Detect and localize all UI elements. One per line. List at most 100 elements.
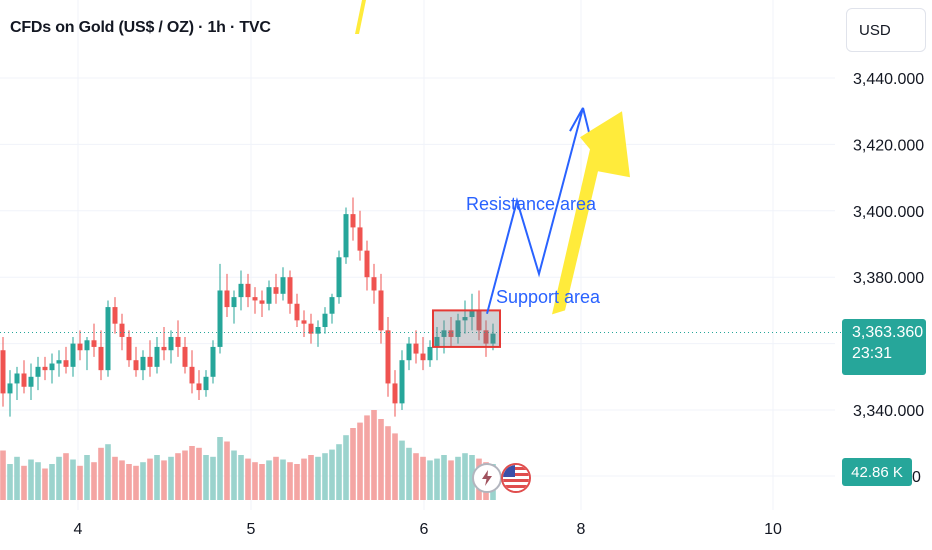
volume-bar [350,428,356,500]
candle-body [392,383,398,404]
x-tick-label: 8 [577,521,586,538]
volume-bar [63,453,69,500]
volume-bar [441,455,447,500]
currency-button[interactable]: USD [846,8,926,52]
candle-body [147,356,153,367]
volume-bar [21,465,27,500]
last-price-value: 3,363.360 [852,324,924,341]
candle-body [140,356,146,371]
candle-body [427,346,433,361]
candle-body [434,336,440,347]
volume-bar [154,455,160,500]
candle-body [98,346,104,371]
candle-body [28,376,34,387]
candle-body [70,343,76,367]
candle-body [112,307,118,324]
bullish-arrow-small [355,0,366,34]
candle-body [385,330,391,384]
volume-bar [14,456,20,500]
candle-body [42,366,48,371]
candle-body [476,310,482,331]
volume-bar [217,437,223,500]
volume-bar [287,462,293,500]
volume-bars [0,410,496,500]
volume-bar [294,464,300,500]
projected-path [486,107,584,314]
candle-body [0,350,6,394]
candle-body [168,336,174,351]
candle-body [175,336,181,347]
x-tick-label: 5 [247,521,256,538]
candle-body [14,373,20,384]
candle-body [329,297,335,314]
candle-body [21,373,27,387]
volume-bar [42,468,48,500]
candle-body [441,330,447,337]
volume-bar [420,456,426,500]
candle-body [105,307,111,371]
lightning-icon[interactable] [472,463,502,493]
candle-body [63,360,69,367]
volume-bar [322,453,328,500]
candle-body [77,343,83,351]
volume-bar [126,464,132,500]
candle-body [182,346,188,367]
resistance-label: Resistance area [466,194,597,214]
candle-body [315,327,321,334]
volume-bar [161,460,167,500]
candle-body [231,297,237,308]
volume-bar [196,447,202,500]
candle-body [357,227,363,251]
candle-body [224,290,230,308]
candle-body [490,333,496,344]
volume-bar [413,453,419,500]
volume-bar [224,441,230,500]
candle-body [364,250,370,278]
candle-body [350,214,356,228]
volume-tag: 42.86 K [842,458,912,486]
candle-body [203,376,209,391]
candle-body [462,317,468,321]
candle-body [154,346,160,367]
volume-bar [182,450,188,500]
volume-bar [455,456,461,500]
candle-body [483,330,489,344]
volume-bar [7,464,13,500]
candle-body [210,346,216,377]
volume-bar [56,456,62,500]
axis-labels: 3,440.000 3,420.000 3,400.000 3,380.000 3,34… [74,71,925,538]
volume-bar [336,444,342,500]
candle-body [371,277,377,291]
volume-bar [189,446,195,500]
volume-bar [147,458,153,500]
candle-body [119,323,125,337]
volume-bar [168,456,174,500]
volume-bar [371,410,377,500]
candle-body [266,287,272,304]
candlesticks [0,197,496,417]
candle-body [280,277,286,294]
volume-bar [175,453,181,500]
us-flag-icon[interactable] [501,463,531,493]
volume-bar [406,447,412,500]
volume-bar [119,460,125,500]
candle-body [301,320,307,324]
x-tick-label: 6 [420,521,429,538]
candle-body [217,290,223,347]
lightning-glyph [482,470,492,486]
candle-body [35,366,41,377]
candle-body [343,214,349,258]
y-tick-label: 3,420.000 [853,137,924,154]
y-tick-label: 3,380.000 [853,270,924,287]
candle-body [455,320,461,337]
candle-body [7,383,13,394]
candle-body [287,277,293,304]
candle-body [196,383,202,391]
volume-bar [105,444,111,500]
volume-bar [140,462,146,500]
annotations-overlay: Resistance area Support area [0,0,842,348]
volume-bar [231,450,237,500]
candle-body [399,360,405,404]
volume-bar [308,455,314,500]
